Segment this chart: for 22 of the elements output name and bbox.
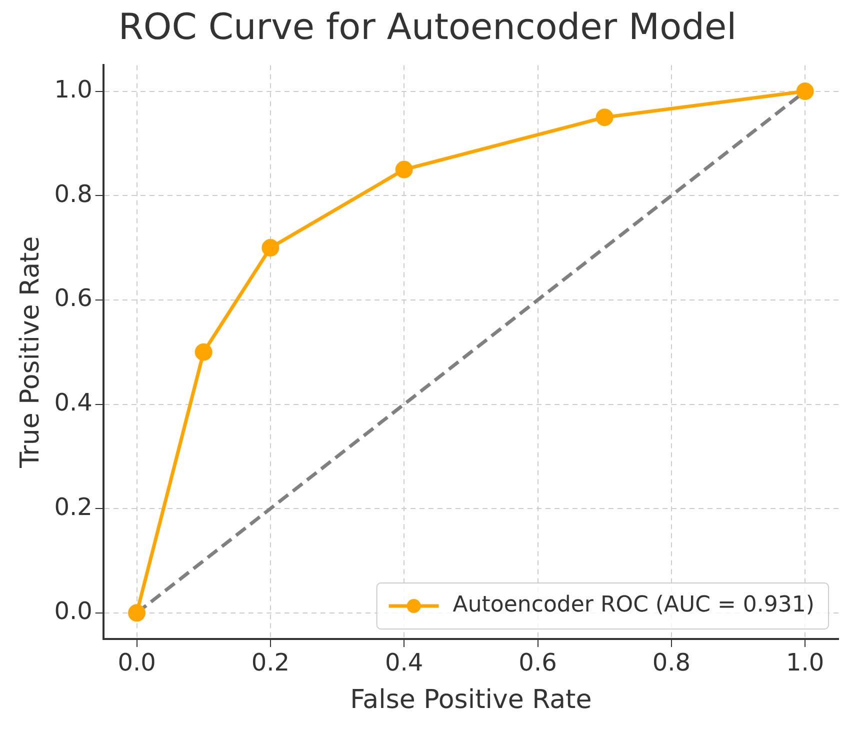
x-tick-label: 0.4 bbox=[385, 648, 424, 677]
x-axis-title: False Positive Rate bbox=[350, 685, 592, 716]
y-tick-label: 0.2 bbox=[54, 492, 92, 521]
y-tick-label: 0.4 bbox=[54, 388, 92, 416]
point bbox=[128, 604, 146, 622]
y-tick-label: 0.0 bbox=[54, 597, 92, 626]
legend-label: Autoencoder ROC (AUC = 0.931) bbox=[452, 592, 815, 618]
point bbox=[262, 239, 280, 257]
point bbox=[796, 82, 814, 100]
y-tick-label: 1.0 bbox=[54, 76, 92, 104]
point bbox=[194, 343, 212, 361]
point bbox=[596, 108, 614, 126]
y-axis-title: True Positive Rate bbox=[15, 236, 46, 469]
x-tick-label: 0.8 bbox=[652, 648, 691, 677]
x-tick-label: 0.0 bbox=[118, 648, 156, 677]
x-tick-label: 0.2 bbox=[251, 648, 290, 677]
x-tick-label: 1.0 bbox=[786, 648, 824, 677]
x-tick-label: 0.6 bbox=[518, 648, 557, 677]
point bbox=[395, 160, 413, 178]
chart-title: ROC Curve for Autoencoder Model bbox=[118, 6, 737, 48]
y-tick-label: 0.8 bbox=[54, 180, 92, 208]
y-tick-label: 0.6 bbox=[54, 284, 92, 312]
